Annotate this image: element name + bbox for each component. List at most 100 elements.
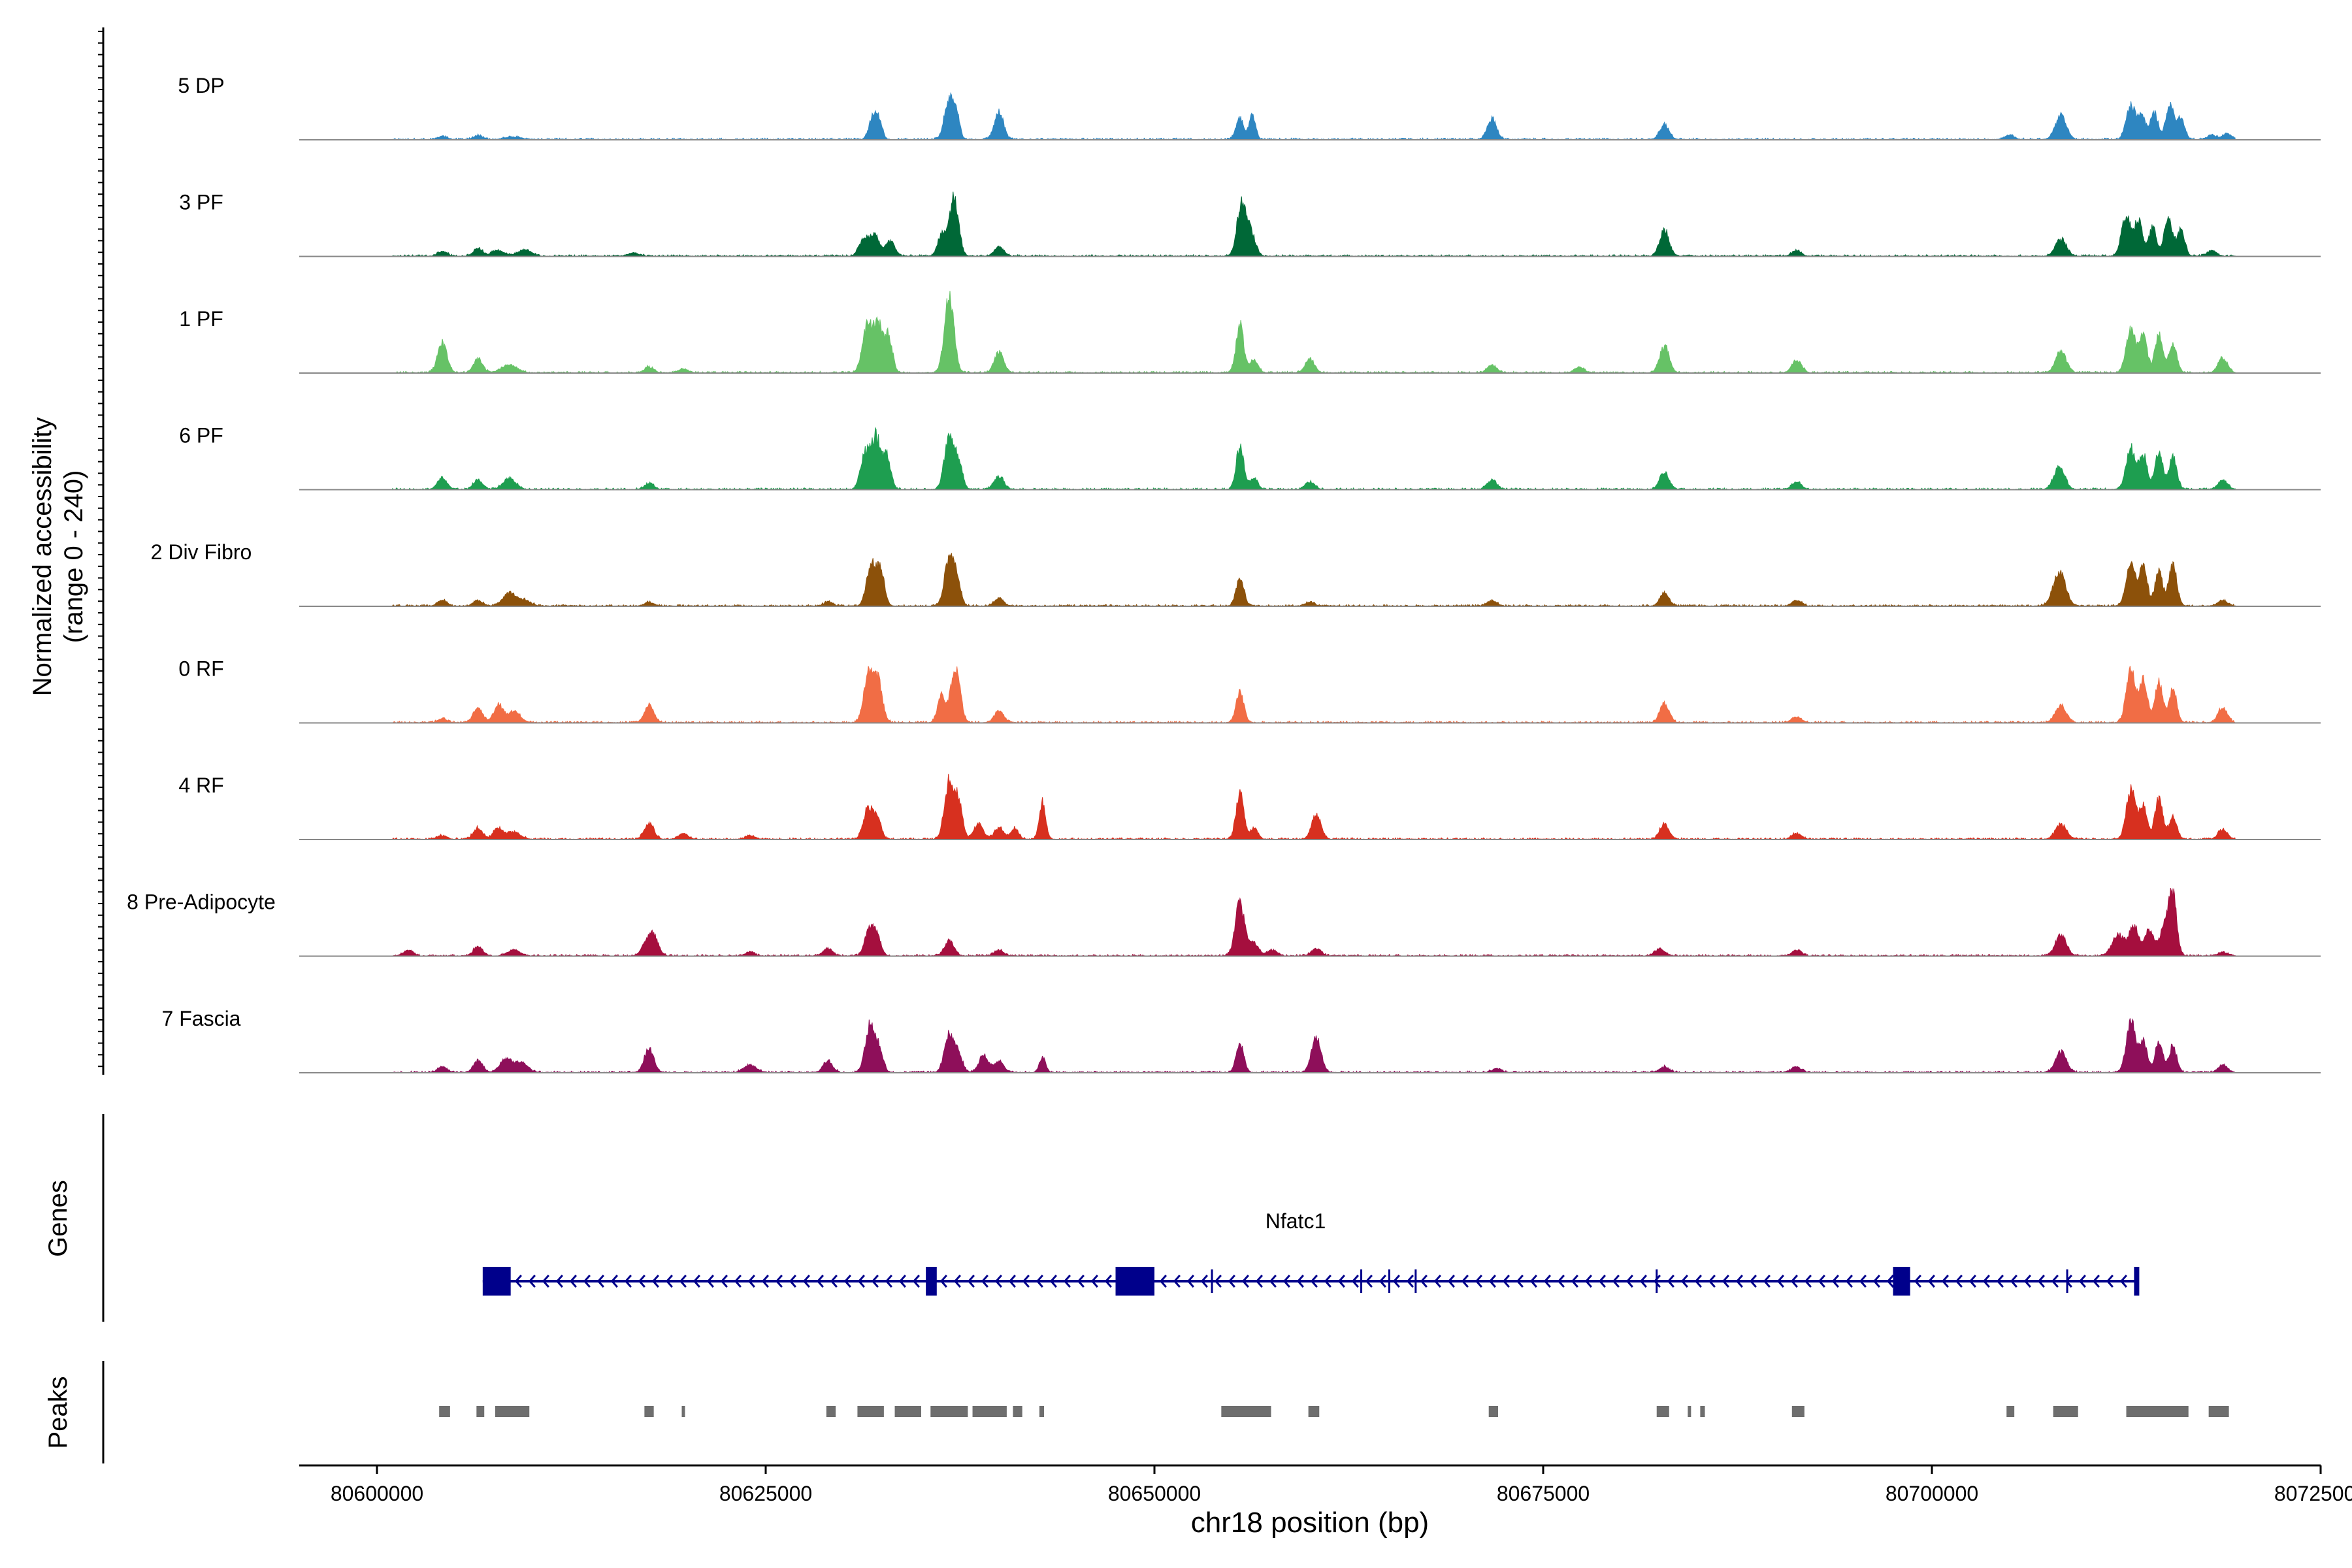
- peak-region: [1488, 1406, 1498, 1417]
- strand-arrow: [706, 1275, 714, 1288]
- strand-arrow: [2092, 1275, 2100, 1288]
- strand-arrow: [1845, 1275, 1853, 1288]
- strand-arrow: [775, 1275, 783, 1288]
- strand-arrow: [1406, 1275, 1414, 1288]
- gene-exon: [482, 1267, 511, 1296]
- strand-arrow: [624, 1275, 632, 1288]
- coverage-area: [392, 91, 2236, 140]
- strand-arrow: [789, 1275, 796, 1288]
- coverage-area: [392, 774, 2236, 841]
- strand-arrow: [1872, 1275, 1880, 1288]
- gene-name-label: Nfatc1: [1266, 1209, 1326, 1233]
- peak-region: [930, 1406, 968, 1417]
- strand-arrow: [2078, 1275, 2086, 1288]
- strand-arrow: [1790, 1275, 1798, 1288]
- strand-arrow: [967, 1275, 975, 1288]
- strand-arrow: [871, 1275, 879, 1288]
- strand-arrow: [514, 1275, 522, 1288]
- x-tick-label: 80700000: [1886, 1482, 1978, 1505]
- strand-arrow: [596, 1275, 604, 1288]
- coverage-area: [392, 666, 2236, 724]
- strand-arrow: [1488, 1275, 1496, 1288]
- peak-region: [1688, 1406, 1691, 1417]
- coverage-tracks: 5 DP 3 PF 1 PF 6 PF 2 Div Fibro 0 RF 4 RF 8 Pre…: [127, 74, 2321, 1074]
- peak-region: [1039, 1406, 1045, 1417]
- track-label: 5 DP: [178, 74, 224, 97]
- strand-arrow: [981, 1275, 988, 1288]
- strand-arrow: [1859, 1275, 1867, 1288]
- strand-arrow: [1255, 1275, 1263, 1288]
- strand-arrow: [693, 1275, 700, 1288]
- gene-exon: [1893, 1267, 1910, 1296]
- strand-arrow: [1310, 1275, 1318, 1288]
- peak-region: [495, 1406, 530, 1417]
- strand-arrow: [1571, 1275, 1578, 1288]
- strand-arrow: [542, 1275, 549, 1288]
- x-axis-title: chr18 position (bp): [1191, 1507, 1429, 1539]
- track-2-div-fibro: 2 Div Fibro: [151, 540, 2321, 608]
- strand-arrow: [1598, 1275, 1606, 1288]
- track-label: 2 Div Fibro: [151, 540, 252, 564]
- peak-region: [2053, 1406, 2078, 1417]
- strand-arrow: [1529, 1275, 1537, 1288]
- peak-region: [681, 1406, 685, 1417]
- track-label: 6 PF: [179, 424, 223, 448]
- strand-arrow: [1228, 1275, 1235, 1288]
- strand-arrow: [1241, 1275, 1249, 1288]
- track-5-dp: 5 DP: [178, 74, 2321, 140]
- strand-arrow: [802, 1275, 810, 1288]
- strand-arrow: [1200, 1275, 1208, 1288]
- peak-region: [894, 1406, 921, 1417]
- strand-arrow: [638, 1275, 645, 1288]
- strand-arrow: [1077, 1275, 1085, 1288]
- strand-arrow: [1982, 1275, 1990, 1288]
- strand-arrow: [665, 1275, 673, 1288]
- strand-arrow: [1502, 1275, 1510, 1288]
- peak-region: [1791, 1406, 1805, 1417]
- strand-arrow: [1049, 1275, 1057, 1288]
- strand-arrow: [1914, 1275, 1921, 1288]
- strand-arrow: [651, 1275, 659, 1288]
- strand-arrow: [1612, 1275, 1620, 1288]
- strand-arrow: [1584, 1275, 1592, 1288]
- strand-arrow: [1831, 1275, 1839, 1288]
- track-3-pf: 3 PF: [179, 191, 2321, 257]
- coverage-area: [392, 1018, 2236, 1074]
- track-7-fascia: 7 Fascia: [162, 1007, 2321, 1074]
- strand-arrow: [679, 1275, 687, 1288]
- strand-arrow: [1955, 1275, 1963, 1288]
- track-0-rf: 0 RF: [178, 657, 2321, 724]
- peak-region: [2126, 1406, 2189, 1417]
- strand-arrow: [1735, 1275, 1743, 1288]
- strand-arrow: [1694, 1275, 1702, 1288]
- strand-arrow: [555, 1275, 563, 1288]
- strand-arrow: [1392, 1275, 1400, 1288]
- track-label: 4 RF: [178, 774, 223, 797]
- strand-arrow: [1269, 1275, 1277, 1288]
- peak-region: [1221, 1406, 1271, 1417]
- y-axis-label-line2: (range 0 - 240): [59, 470, 88, 644]
- strand-arrow: [1461, 1275, 1469, 1288]
- strand-arrow: [885, 1275, 892, 1288]
- gene-exon: [2134, 1267, 2140, 1296]
- genes-panel-label: Genes: [44, 1180, 73, 1257]
- y-axis-title: Normalized accessibility (range 0 - 240): [28, 417, 88, 696]
- strand-arrow: [843, 1275, 851, 1288]
- strand-arrow: [1186, 1275, 1194, 1288]
- strand-arrow: [1625, 1275, 1633, 1288]
- x-tick-label: 80600000: [331, 1482, 423, 1505]
- coverage-area: [392, 191, 2236, 257]
- peak-region: [2208, 1406, 2229, 1417]
- strand-arrow: [1749, 1275, 1757, 1288]
- track-8-pre-adipocyte: 8 Pre-Adipocyte: [127, 888, 2321, 957]
- strand-arrow: [2106, 1275, 2114, 1288]
- strand-arrow: [1420, 1275, 1428, 1288]
- strand-arrow: [1324, 1275, 1331, 1288]
- gene-exon: [1115, 1267, 1154, 1296]
- strand-arrow: [1022, 1275, 1030, 1288]
- strand-arrow: [2119, 1275, 2127, 1288]
- strand-arrow: [1063, 1275, 1071, 1288]
- strand-arrow: [1886, 1275, 1894, 1288]
- strand-arrow: [1667, 1275, 1674, 1288]
- strand-arrow: [1543, 1275, 1551, 1288]
